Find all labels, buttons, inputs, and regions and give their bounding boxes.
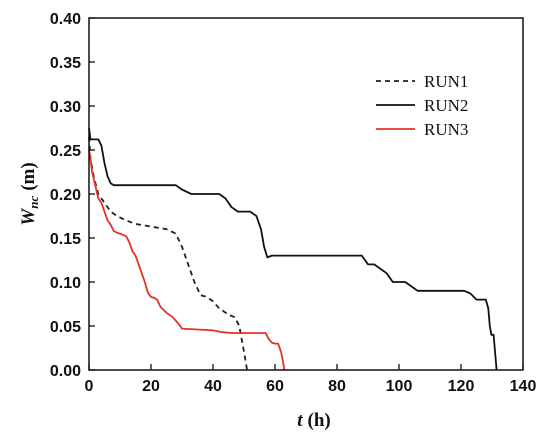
x-tick-label: 100: [386, 378, 413, 395]
y-tick-label: 0.40: [50, 11, 81, 28]
x-tick-label: 40: [204, 378, 222, 395]
y-tick-label: 0.25: [50, 143, 81, 160]
x-tick-label: 60: [266, 378, 284, 395]
series-line-run3: [88, 149, 286, 371]
y-axis-title-unit: (m): [18, 162, 39, 190]
x-axis-ticks: 0 20 40 60 80 100 120 140: [85, 364, 537, 395]
legend-label-run2: RUN2: [424, 96, 468, 115]
y-tick-label: 0.05: [50, 319, 81, 336]
y-axis-title-main: W: [18, 208, 39, 226]
y-axis-title-sub: nc: [26, 196, 41, 209]
plot-lines: [88, 127, 498, 371]
y-tick-label: 0.20: [50, 187, 81, 204]
y-tick-label: 0.30: [50, 99, 81, 116]
y-tick-label: 0.15: [50, 231, 81, 248]
y-tick-label: 0.10: [50, 275, 81, 292]
x-tick-label: 0: [85, 378, 94, 395]
series-line-run1: [88, 136, 248, 371]
legend-label-run3: RUN3: [424, 120, 468, 139]
y-axis-title: Wnc (m): [18, 162, 41, 225]
series-line-run2: [88, 127, 498, 371]
legend: RUN1 RUN2 RUN3: [376, 72, 468, 139]
x-axis-title-main: t: [297, 410, 303, 431]
legend-label-run1: RUN1: [424, 72, 468, 91]
x-tick-label: 120: [448, 378, 475, 395]
y-tick-label: 0.00: [50, 363, 81, 380]
y-tick-label: 0.35: [50, 55, 81, 72]
x-axis-title-unit: (h): [308, 410, 331, 431]
x-tick-label: 140: [510, 378, 537, 395]
x-axis-title: t (h): [297, 410, 331, 431]
y-axis-ticks: 0.00 0.05 0.10 0.15 0.20 0.25 0.30 0.35 0.40: [50, 11, 95, 380]
x-tick-label: 20: [142, 378, 160, 395]
x-tick-label: 80: [328, 378, 346, 395]
